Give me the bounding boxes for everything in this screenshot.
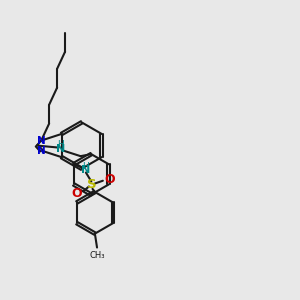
Text: O: O xyxy=(72,187,83,200)
Text: N: N xyxy=(37,136,46,146)
Text: S: S xyxy=(87,178,97,191)
Text: H: H xyxy=(82,161,89,170)
Text: N: N xyxy=(56,144,65,154)
Text: H: H xyxy=(57,140,64,149)
Text: CH₃: CH₃ xyxy=(89,251,105,260)
Text: N: N xyxy=(81,165,90,175)
Text: N: N xyxy=(37,146,46,155)
Text: O: O xyxy=(105,173,115,186)
